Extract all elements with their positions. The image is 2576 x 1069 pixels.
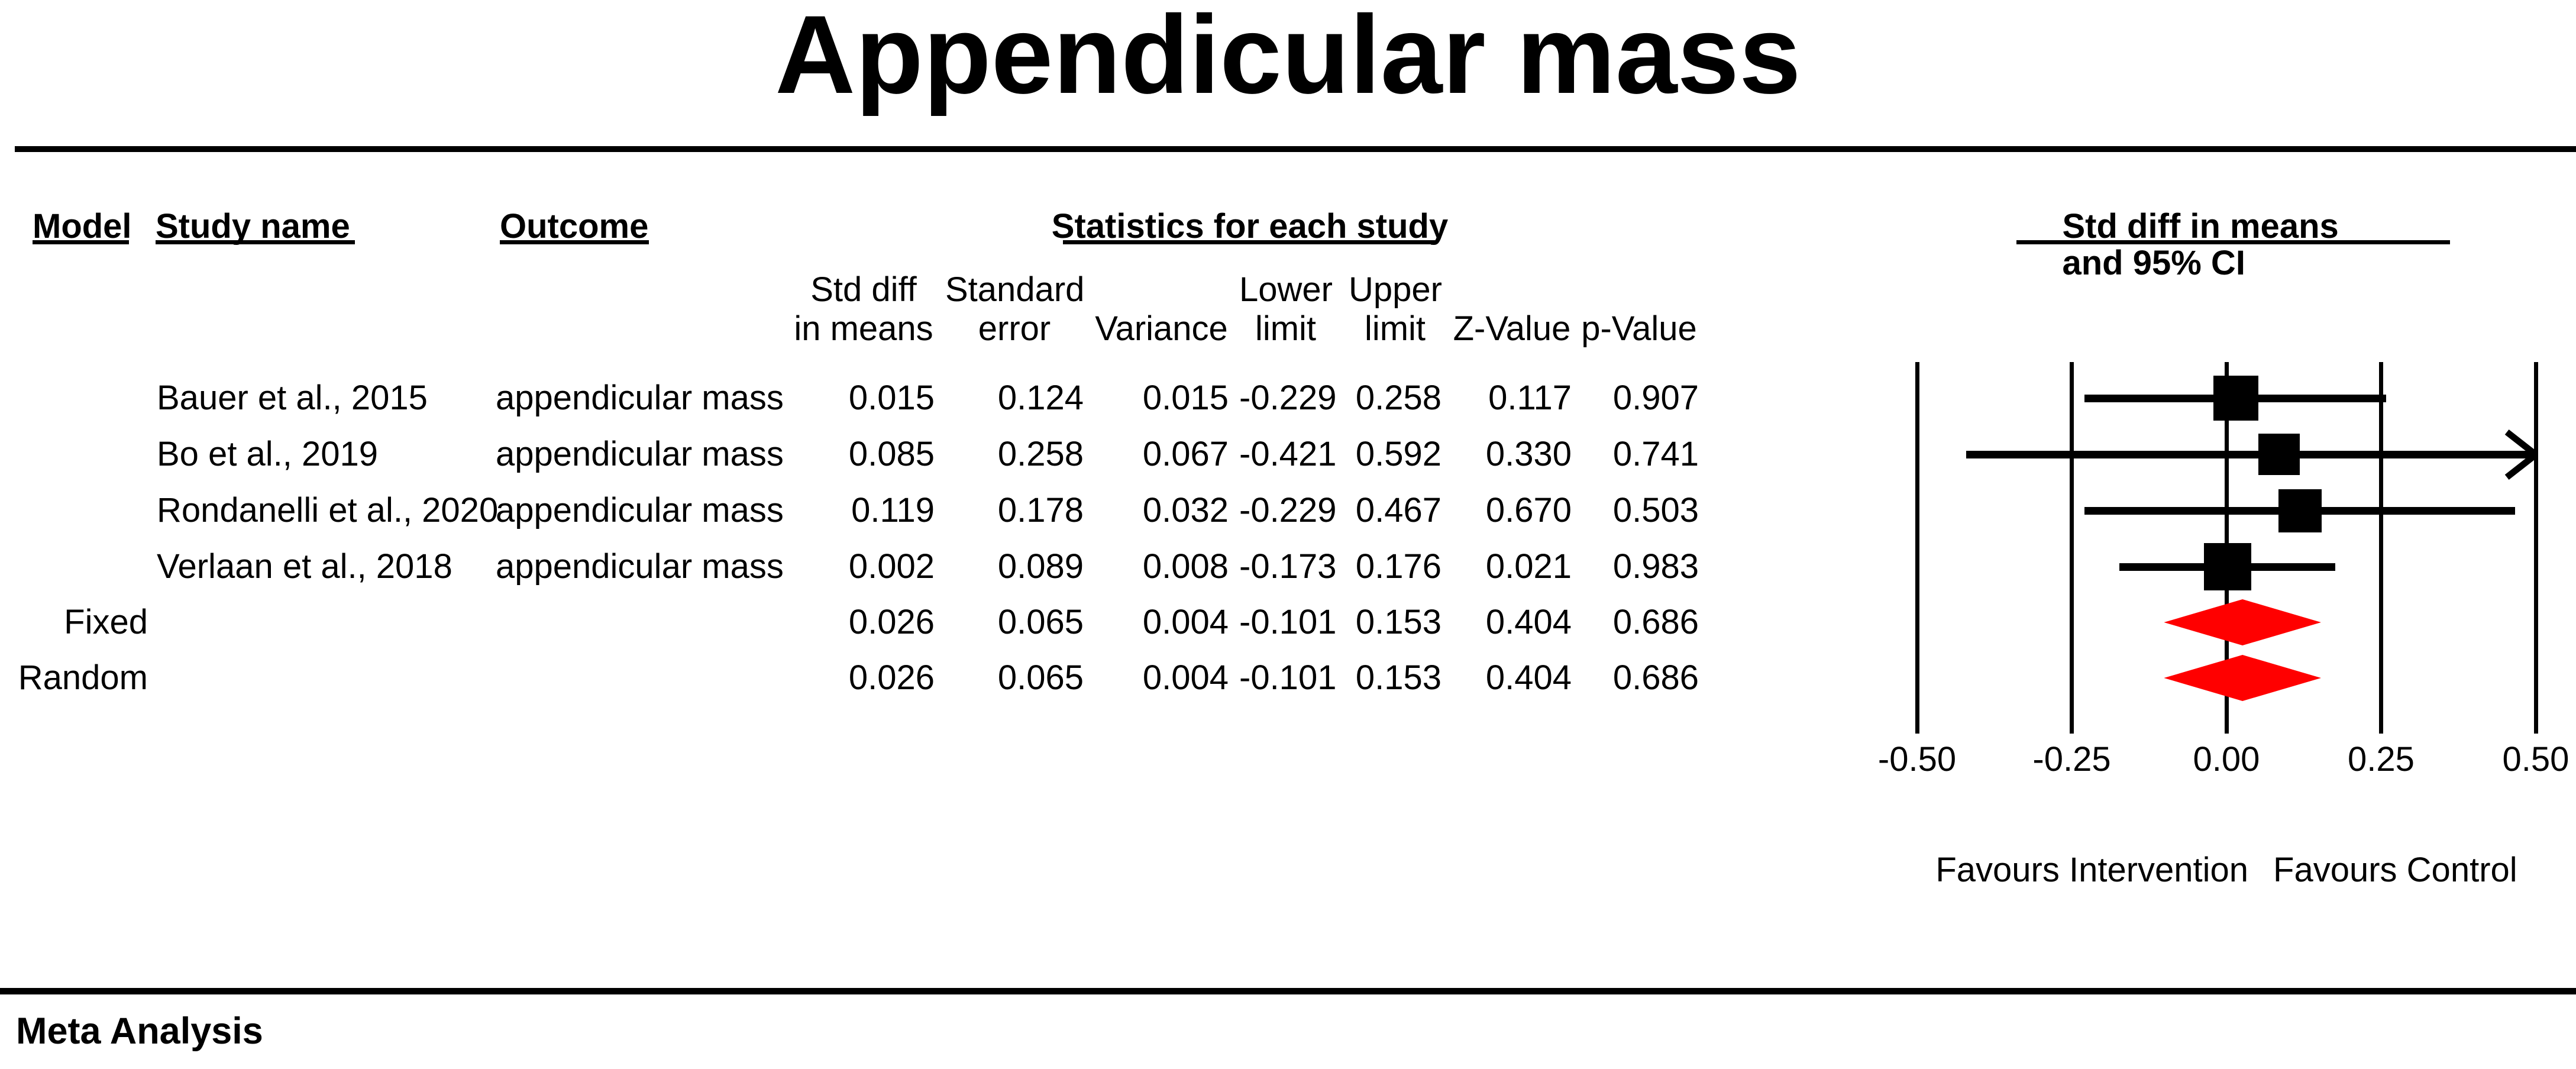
stat-value-cell: 0.330 bbox=[1485, 435, 1572, 473]
stat-value-cell: 0.015 bbox=[848, 379, 935, 417]
stat-value-cell: -0.101 bbox=[1239, 603, 1337, 641]
stat-col-header-1-line2: error bbox=[978, 309, 1051, 348]
plot-gridline bbox=[2533, 362, 2538, 734]
stat-value-cell: 0.004 bbox=[1142, 603, 1229, 641]
column-header-outcome: Outcome bbox=[500, 207, 649, 246]
stat-value-cell: 0.467 bbox=[1355, 491, 1441, 529]
stat-value-cell: 0.404 bbox=[1485, 658, 1572, 697]
stat-col-header-0-line2: in means bbox=[794, 309, 933, 348]
stat-value-cell: 0.258 bbox=[997, 435, 1084, 473]
column-header-model: Model bbox=[33, 207, 132, 246]
stat-value-cell: 0.404 bbox=[1485, 603, 1572, 641]
x-tick-label: -0.50 bbox=[1877, 740, 1957, 779]
stat-value-cell: 0.089 bbox=[997, 547, 1084, 586]
meta-analysis-label: Meta Analysis bbox=[16, 1010, 263, 1052]
stat-value-cell: 0.686 bbox=[1612, 603, 1699, 641]
stat-value-cell: 0.592 bbox=[1355, 435, 1441, 473]
stat-value-cell: -0.101 bbox=[1239, 658, 1337, 697]
stat-value-cell: -0.229 bbox=[1239, 491, 1337, 529]
underline-ci-group bbox=[2016, 240, 2450, 244]
stat-col-header-0-line1: Std diff bbox=[810, 270, 917, 309]
stat-value-cell: 0.008 bbox=[1142, 547, 1229, 586]
stat-value-cell: 0.002 bbox=[848, 547, 935, 586]
stat-value-cell: 0.907 bbox=[1612, 379, 1699, 417]
stat-value-cell: 0.503 bbox=[1612, 491, 1699, 529]
outcome-cell: appendicular mass bbox=[496, 435, 784, 473]
stat-value-cell: 0.117 bbox=[1488, 379, 1572, 417]
favours-intervention-label: Favours Intervention bbox=[1935, 851, 2249, 889]
stat-col-header-3-line1: Lower bbox=[1239, 270, 1333, 309]
study-name-cell: Verlaan et al., 2018 bbox=[157, 547, 453, 586]
ci-line bbox=[1966, 450, 2536, 458]
study-name-cell: Bauer et al., 2015 bbox=[157, 379, 428, 417]
stat-col-header-2-line2: Variance bbox=[1095, 309, 1228, 348]
stat-value-cell: 0.983 bbox=[1612, 547, 1699, 586]
stat-col-header-6-line2: p-Value bbox=[1581, 309, 1697, 348]
stat-value-cell: -0.173 bbox=[1239, 547, 1337, 586]
stat-value-cell: 0.124 bbox=[997, 379, 1084, 417]
stat-col-header-1-line1: Standard bbox=[945, 270, 1085, 309]
outcome-cell: appendicular mass bbox=[496, 491, 784, 529]
stat-col-header-5-line2: Z-Value bbox=[1453, 309, 1571, 348]
x-tick-label: 0.00 bbox=[2193, 740, 2260, 779]
plot-gridline bbox=[2379, 362, 2383, 734]
stat-value-cell: 0.686 bbox=[1612, 658, 1699, 697]
column-header-study: Study name bbox=[156, 207, 350, 246]
stat-col-header-4-line1: Upper bbox=[1349, 270, 1442, 309]
stat-value-cell: -0.421 bbox=[1239, 435, 1337, 473]
stat-value-cell: 0.258 bbox=[1355, 379, 1441, 417]
underline-statistics-group bbox=[1063, 240, 1437, 244]
column-header-statistics-group: Statistics for each study bbox=[1051, 207, 1449, 246]
x-tick-label: 0.25 bbox=[2348, 740, 2415, 779]
stat-value-cell: 0.021 bbox=[1485, 547, 1572, 586]
model-cell: Fixed bbox=[64, 603, 148, 641]
page-title: Appendicular mass bbox=[775, 0, 1801, 117]
stat-value-cell: 0.015 bbox=[1142, 379, 1229, 417]
stat-value-cell: 0.065 bbox=[997, 603, 1084, 641]
x-tick-label: 0.50 bbox=[2502, 740, 2569, 779]
favours-control-label: Favours Control bbox=[2273, 851, 2517, 889]
stat-value-cell: 0.153 bbox=[1355, 603, 1441, 641]
column-header-ci-group: Std diff in means and 95% CI bbox=[2062, 207, 2339, 282]
study-name-cell: Bo et al., 2019 bbox=[157, 435, 379, 473]
study-point-square bbox=[2213, 376, 2258, 421]
stat-value-cell: 0.153 bbox=[1355, 658, 1441, 697]
outcome-cell: appendicular mass bbox=[496, 379, 784, 417]
underline-outcome bbox=[500, 240, 649, 244]
study-point-square bbox=[2204, 543, 2252, 590]
stat-value-cell: 0.178 bbox=[997, 491, 1084, 529]
stat-value-cell: 0.067 bbox=[1142, 435, 1229, 473]
bottom-divider bbox=[0, 988, 2576, 994]
stat-value-cell: 0.026 bbox=[848, 603, 935, 641]
stat-value-cell: 0.670 bbox=[1485, 491, 1572, 529]
stat-value-cell: 0.032 bbox=[1142, 491, 1229, 529]
stat-value-cell: 0.085 bbox=[848, 435, 935, 473]
plot-gridline bbox=[2070, 362, 2074, 734]
stat-value-cell: 0.119 bbox=[851, 491, 935, 529]
pooled-diamond bbox=[2164, 599, 2322, 645]
top-divider bbox=[15, 146, 2576, 152]
stat-col-header-3-line2: limit bbox=[1255, 309, 1317, 348]
stat-value-cell: -0.229 bbox=[1239, 379, 1337, 417]
study-point-square bbox=[2258, 434, 2300, 475]
underline-study bbox=[156, 240, 355, 244]
stat-col-header-4-line2: limit bbox=[1364, 309, 1426, 348]
stat-value-cell: 0.004 bbox=[1142, 658, 1229, 697]
underline-model bbox=[33, 240, 129, 244]
pooled-diamond bbox=[2164, 655, 2322, 701]
outcome-cell: appendicular mass bbox=[496, 547, 784, 586]
stat-value-cell: 0.176 bbox=[1355, 547, 1441, 586]
study-point-square bbox=[2278, 489, 2322, 532]
plot-gridline bbox=[1915, 362, 1919, 734]
x-tick-label: -0.25 bbox=[2032, 740, 2111, 779]
stat-value-cell: 0.065 bbox=[997, 658, 1084, 697]
stat-value-cell: 0.026 bbox=[848, 658, 935, 697]
study-name-cell: Rondanelli et al., 2020 bbox=[157, 491, 499, 529]
axis-direction-labels: Favours Intervention Favours Control bbox=[1845, 851, 2576, 890]
model-cell: Random bbox=[18, 658, 148, 697]
stat-value-cell: 0.741 bbox=[1612, 435, 1699, 473]
